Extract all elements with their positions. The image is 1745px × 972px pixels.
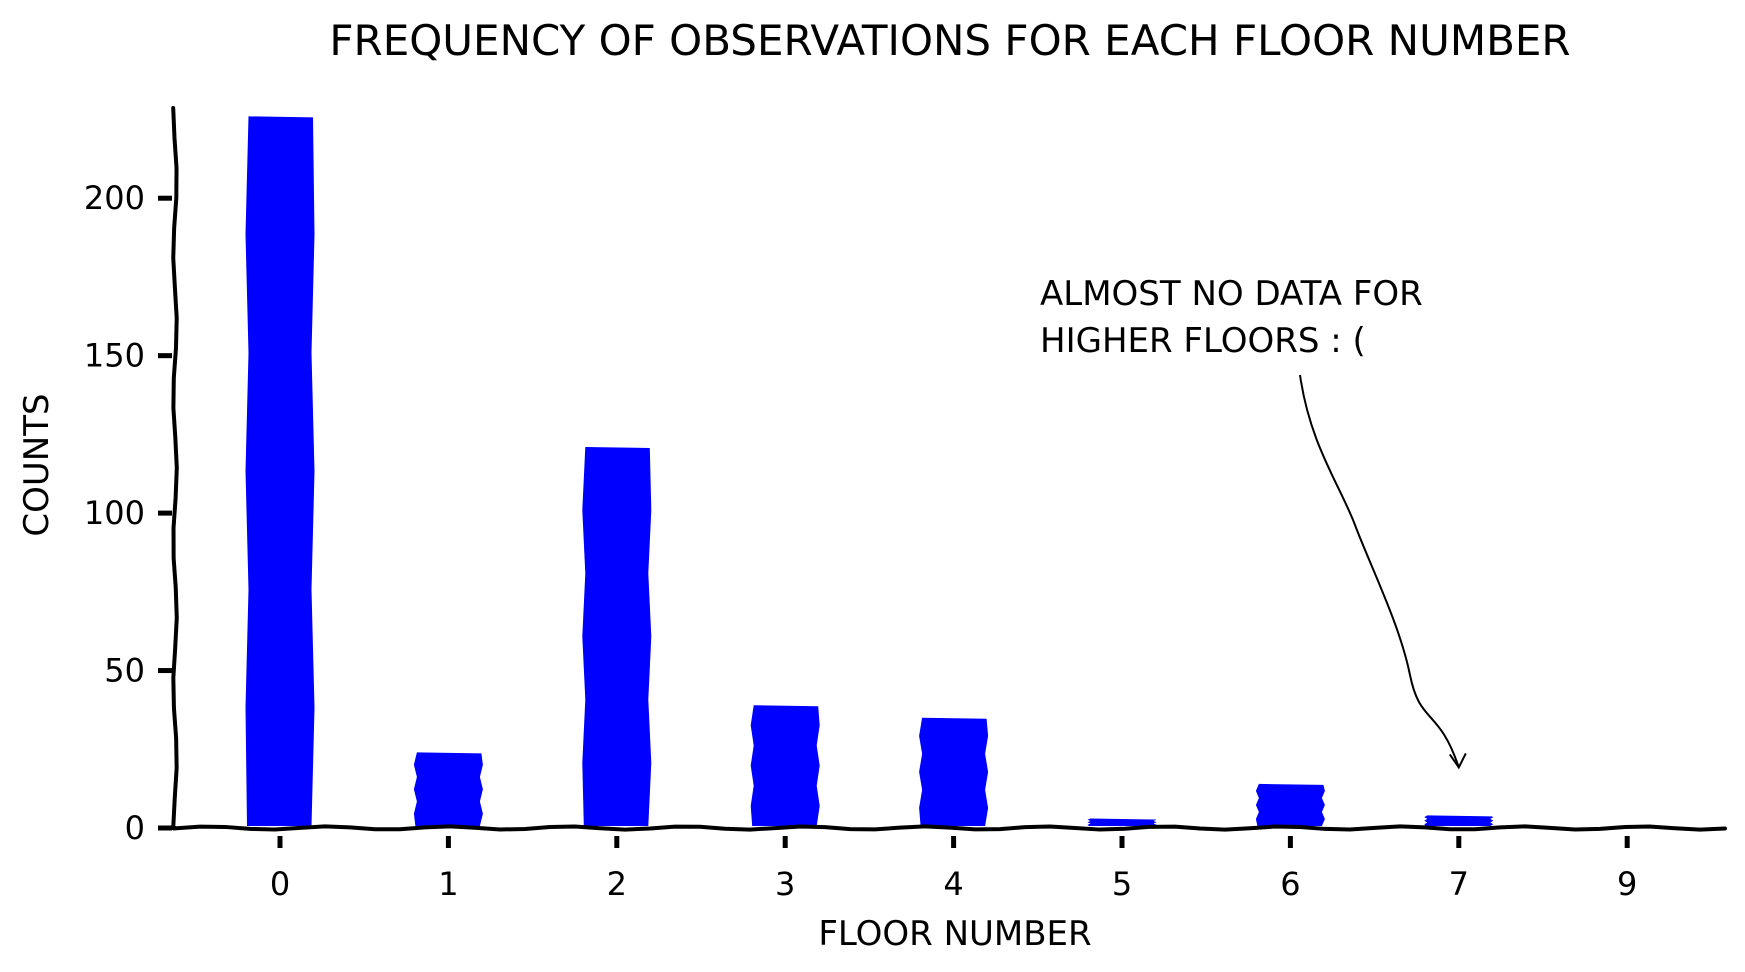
x-tick-label: 2 (607, 865, 627, 903)
x-ticks: 0 1 2 3 4 5 6 7 9 (270, 836, 1637, 903)
bar-floor-5 (1087, 818, 1157, 826)
x-tick-label: 0 (270, 865, 290, 903)
y-axis-label: COUNTS (17, 393, 57, 536)
chart-title: FREQUENCY OF OBSERVATIONS FOR EACH FLOOR… (329, 16, 1570, 65)
x-tick-label: 9 (1617, 865, 1637, 903)
x-tick-label: 5 (1112, 865, 1132, 903)
bar-floor-7 (1424, 815, 1494, 826)
bars (245, 116, 1494, 826)
x-tick-label: 7 (1449, 865, 1469, 903)
x-axis-label: FLOOR NUMBER (818, 914, 1091, 954)
y-tick-label: 200 (84, 179, 145, 217)
x-tick-label: 3 (775, 865, 795, 903)
y-ticks: 0 50 100 150 200 (84, 179, 172, 847)
y-tick-label: 50 (104, 652, 145, 690)
x-tick-label: 6 (1280, 865, 1300, 903)
y-tick-label: 150 (84, 337, 145, 375)
bar-floor-4 (919, 717, 989, 826)
annotation-arrowhead (1448, 752, 1467, 770)
annotation-line: ALMOST NO DATA FOR (1040, 274, 1423, 314)
annotation-arrow (1299, 374, 1460, 768)
x-axis (173, 824, 1727, 832)
y-axis (171, 106, 179, 830)
y-tick-label: 0 (125, 809, 145, 847)
x-tick-label: 1 (438, 865, 458, 903)
bar-floor-3 (750, 705, 820, 826)
annotation: ALMOST NO DATA FOR HIGHER FLOORS : ( (1040, 274, 1467, 770)
annotation-line: HIGHER FLOORS : ( (1040, 321, 1366, 361)
bar-floor-0 (245, 116, 315, 826)
y-tick-label: 100 (84, 494, 145, 532)
x-tick-label: 4 (943, 865, 963, 903)
bar-floor-6 (1255, 783, 1325, 826)
bar-floor-2 (582, 446, 652, 826)
bar-floor-1 (413, 752, 483, 826)
